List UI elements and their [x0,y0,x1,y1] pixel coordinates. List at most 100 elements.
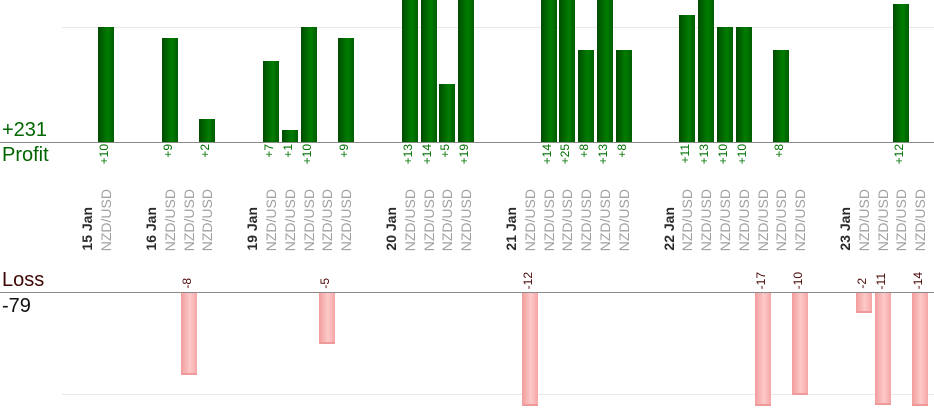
trade-value-label: +10 [734,144,749,165]
symbol-label: NZD/USD [792,188,809,251]
loss-bar [855,293,872,313]
loss-bar [754,293,771,406]
trade-value-label: +11 [678,144,693,164]
trade-value-label: +19 [457,144,472,165]
symbol-label: NZD/USD [578,188,595,251]
symbol-label: NZD/USD [735,188,752,251]
trade-value-label: +2 [198,144,213,158]
symbol-label: NZD/USD [540,188,557,251]
symbol-label: NZD/USD [439,188,456,251]
trade-value-label: +7 [262,144,276,158]
trade-value-label: +14 [419,144,434,165]
profit-bar [458,0,475,142]
loss-axis-line [0,292,934,293]
trade-value-label: +12 [892,144,907,165]
symbol-label: NZD/USD [180,188,197,251]
trade-value-label: +14 [539,144,554,165]
symbol-label: NZD/USD [615,188,632,251]
trade-value-label: -17 [753,271,768,289]
profit-bar [597,0,613,142]
profit-bar [540,0,557,142]
loss-bar [319,293,336,344]
symbol-label: NZD/USD [458,188,475,251]
loss-total-label: -79 [2,295,31,317]
loss-axis-label: Loss [2,269,45,291]
profit-bar [615,50,632,142]
trade-value-label: +10 [299,144,314,165]
loss-bar [874,293,891,405]
symbol-label: NZD/USD [855,188,872,251]
profit-bar [893,4,910,142]
date-label: 21 Jan [503,207,519,251]
profit-bar [578,50,595,142]
trade-value-label: +13 [596,144,610,165]
profit-bar [735,27,752,142]
profit-bar [698,0,715,142]
symbol-label: NZD/USD [300,188,317,251]
symbol-label: NZD/USD [679,188,696,251]
profit-bar [439,84,456,142]
symbol-label: NZD/USD [98,188,115,251]
profit-gridline [62,27,934,28]
trade-value-label: +10 [716,144,730,165]
date-label: 22 Jan [660,207,677,251]
trade-value-label: +13 [400,144,415,165]
trade-value-label: -2 [854,278,869,289]
date-label: 20 Jan [383,207,399,251]
symbol-label: NZD/USD [420,188,437,251]
trade-value-label: -12 [520,271,535,289]
symbol-label: NZD/USD [401,188,418,251]
symbol-label: NZD/USD [263,188,279,251]
trade-value-label: -8 [179,278,194,289]
profit-bar [420,0,437,142]
symbol-label: NZD/USD [559,188,576,251]
trade-value-label: -14 [911,271,926,289]
profit-bar [199,119,216,142]
profit-bar [338,38,355,142]
symbol-label: NZD/USD [754,188,771,251]
symbol-label: NZD/USD [597,188,613,251]
symbol-label: NZD/USD [717,188,733,251]
profit-bar [717,27,733,142]
profit-bar [98,27,115,142]
symbol-label: NZD/USD [199,188,216,251]
symbol-label: NZD/USD [698,188,715,251]
profit-total-label: +231 [2,119,48,141]
profit-bar [559,0,576,142]
symbol-label: NZD/USD [161,188,178,251]
trade-value-label: +8 [577,144,592,158]
loss-bar [912,293,929,406]
trade-value-label: -11 [873,272,888,289]
symbol-label: NZD/USD [319,188,336,251]
trade-value-label: +5 [438,144,453,158]
symbol-label: NZD/USD [893,188,910,251]
profit-bar [161,38,178,142]
trade-value-label: +25 [558,144,573,165]
trade-value-label: +8 [772,144,787,158]
trade-value-label: +1 [280,144,295,158]
date-label: 19 Jan [244,207,261,251]
profit-bar [679,15,696,142]
date-label: 23 Jan [837,207,853,251]
loss-bar [521,293,538,406]
symbol-label: NZD/USD [338,188,355,251]
trade-value-label: +8 [614,144,629,158]
symbol-label: NZD/USD [773,188,790,251]
loss-bar [792,293,809,395]
profit-bar [263,61,279,142]
trade-value-label: +9 [337,144,352,158]
profit-bar [300,27,317,142]
trade-value-label: +10 [97,144,112,165]
trade-value-label: +13 [697,144,712,165]
symbol-label: NZD/USD [281,188,298,251]
symbol-label: NZD/USD [874,188,891,251]
trade-value-label: -5 [318,278,333,289]
date-label: 16 Jan [143,207,159,251]
profit-bar [281,130,298,142]
symbol-label: NZD/USD [912,188,929,251]
profit-axis-label: Profit [2,144,49,166]
loss-gridline [62,394,934,395]
profit-bar [401,0,418,142]
profit-axis-line [0,142,934,143]
